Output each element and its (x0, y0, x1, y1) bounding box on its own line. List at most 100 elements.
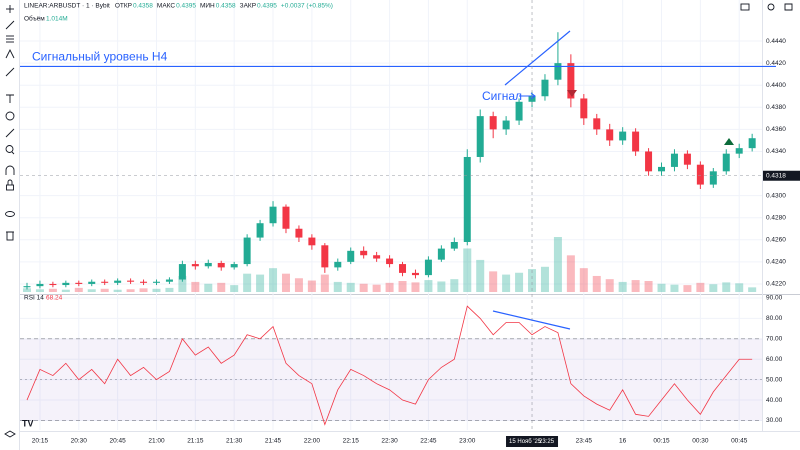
icon-screenshot[interactable] (740, 3, 750, 11)
candle-body (709, 171, 717, 185)
x-tick-label: 23:45 (576, 438, 593, 445)
x-tick-label: 21:30 (226, 438, 243, 445)
candles (23, 32, 756, 290)
volume-bar (748, 287, 757, 292)
volume-bar (696, 282, 705, 292)
volume-bar (372, 284, 381, 292)
tool-pattern[interactable] (5, 48, 15, 59)
volume-bar (256, 274, 265, 292)
change: +0.0037 (+0.85%) (281, 3, 333, 10)
candle-body (321, 245, 329, 268)
volume-bar (346, 282, 355, 292)
x-tick-label: 21:00 (148, 438, 165, 445)
volume-bar (618, 281, 627, 292)
tool-crosshair[interactable] (6, 5, 14, 13)
x-tick-label: 20:45 (109, 438, 126, 445)
volume-bar (204, 283, 213, 292)
volume-bar (243, 273, 252, 292)
candle-body (114, 280, 122, 283)
volume-bar (566, 255, 575, 292)
volume-bar (437, 281, 446, 292)
y-tick-label: 30.00 (766, 417, 783, 424)
candle-body (606, 129, 614, 141)
x-tick-label: 22:45 (420, 438, 437, 445)
candle-body (347, 250, 355, 262)
rsi-line (26, 305, 753, 426)
x-tick-label: 22:00 (304, 438, 321, 445)
volume-bar (269, 268, 278, 292)
volume-bar (579, 268, 588, 292)
x-tick-label: 23:00 (459, 438, 476, 445)
left-toolbar (4, 0, 20, 450)
volume-bar (489, 271, 498, 292)
volume-bar (385, 282, 394, 292)
tool-text[interactable] (6, 94, 14, 103)
candle-body (165, 279, 173, 282)
candle-body (399, 264, 407, 273)
volume-bar (528, 269, 537, 292)
candle-body (101, 281, 109, 283)
trend-drawing[interactable] (504, 30, 571, 86)
tool-zoom[interactable] (5, 145, 15, 155)
candle-body (334, 261, 342, 268)
candle-body (269, 206, 277, 224)
y-tick-label: 0.4260 (766, 236, 786, 243)
candle-body (463, 156, 471, 242)
icon-settings[interactable] (767, 3, 775, 11)
tool-lock[interactable] (6, 179, 14, 191)
crosshair-time-label: 23:25 (539, 439, 555, 445)
volume-bar (540, 266, 549, 292)
ohlc-label: ОТКР (115, 3, 132, 10)
volume-bar (735, 283, 744, 292)
volume-bar (48, 288, 57, 292)
candle-body (748, 138, 756, 149)
tool-magnet[interactable] (5, 165, 15, 175)
x-tick-label: 00:30 (692, 438, 709, 445)
tool-delete[interactable] (6, 231, 14, 241)
x-tick-label: 00:45 (731, 438, 748, 445)
candle-body (308, 237, 316, 246)
candle-body (204, 262, 212, 267)
candle-body (619, 131, 627, 141)
volume-bar (152, 288, 161, 292)
rsi-current: 68.24 (46, 295, 63, 302)
volume-bar (683, 285, 692, 292)
header: LINEAR:ARBUSDT · 1 · Bybit Объём 1.014M … (24, 3, 333, 23)
tool-hide[interactable] (5, 211, 15, 217)
candle-body (23, 286, 31, 288)
x-tick-label: 00:15 (653, 438, 670, 445)
rsi-trend-drawing[interactable] (492, 310, 571, 330)
tool-emoji[interactable] (5, 111, 15, 121)
tool-brush[interactable] (5, 67, 15, 77)
tool-fib[interactable] (6, 35, 14, 43)
volume-bar (631, 280, 640, 292)
icon-fullscreen[interactable] (784, 3, 793, 11)
volume-bar (320, 274, 329, 292)
volume-bar (411, 282, 420, 292)
candle-body (476, 116, 484, 157)
tool-layers[interactable] (4, 430, 16, 438)
tool-ruler[interactable] (5, 128, 15, 138)
sell-marker (567, 90, 577, 97)
candle-body (735, 148, 743, 154)
candle-body (411, 272, 419, 276)
candle-body (450, 241, 458, 249)
candle-body (580, 98, 588, 119)
volume-bar (74, 287, 83, 292)
candle-body (489, 116, 497, 130)
volume-bar (126, 289, 135, 292)
y-tick-label: 0.4220 (766, 281, 786, 288)
volume-bar (333, 281, 342, 292)
volume-bar (230, 285, 239, 292)
candle-body (528, 96, 536, 102)
volume-bar (294, 278, 303, 292)
volume-label: Объём (24, 15, 45, 23)
volume-value: 1.014M (46, 16, 68, 23)
candle-body (140, 281, 148, 283)
x-tick-label: 22:30 (381, 438, 398, 445)
candle-body (593, 118, 601, 130)
tool-trendline[interactable] (5, 20, 15, 30)
volume-bar (644, 281, 653, 292)
candle-body (62, 282, 70, 286)
